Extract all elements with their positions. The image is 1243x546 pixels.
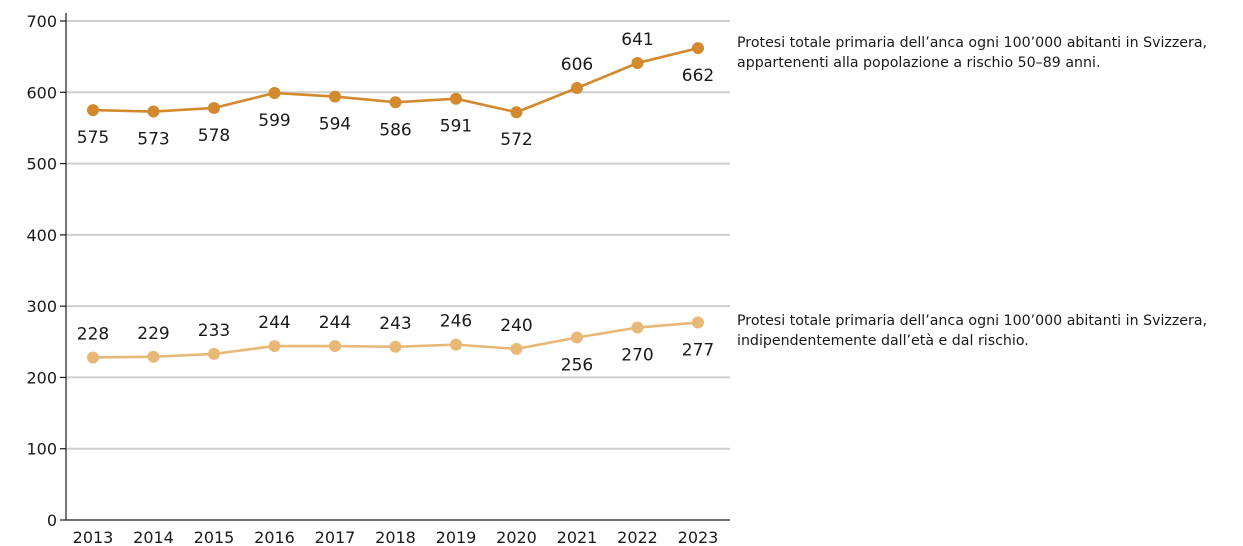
data-label: 256 — [561, 356, 593, 376]
data-label: 575 — [77, 128, 109, 148]
data-point — [268, 340, 281, 353]
data-point — [692, 316, 704, 329]
y-tick-label: 0 — [47, 511, 57, 530]
data-point — [510, 342, 523, 355]
data-point — [208, 347, 220, 360]
data-label: 270 — [621, 346, 653, 366]
data-labels: 575 573 578 599 594 586 591 572 606 641 662 228 229 2… — [77, 30, 714, 375]
data-label: 243 — [379, 314, 411, 334]
data-point — [692, 42, 704, 55]
data-point — [571, 82, 583, 95]
data-point — [329, 90, 341, 103]
x-tick-label: 2015 — [194, 528, 235, 546]
y-tick-label: 300 — [26, 297, 57, 316]
data-label: 277 — [682, 341, 714, 361]
data-point — [87, 351, 99, 364]
data-point — [87, 104, 99, 117]
axes: 0 100 200 300 400 500 600 700 2013 2014 2015 2016 20… — [26, 12, 730, 546]
x-tick-label: 2016 — [254, 528, 295, 546]
annotation-lower-series: Protesi totale primaria dell’anca ogni 1… — [737, 313, 1208, 349]
data-point — [389, 96, 402, 109]
data-label: 606 — [561, 55, 593, 75]
data-label: 246 — [440, 312, 472, 332]
data-label: 594 — [319, 115, 351, 135]
y-tick-label: 200 — [26, 368, 57, 387]
x-tick-label: 2019 — [436, 528, 477, 546]
data-label: 233 — [198, 321, 230, 341]
data-label: 228 — [77, 324, 109, 344]
data-label: 591 — [440, 117, 472, 137]
data-point — [329, 340, 341, 353]
data-point — [571, 331, 583, 344]
data-label: 578 — [198, 126, 230, 146]
x-tick-label: 2020 — [496, 528, 537, 546]
y-tick-label: 700 — [26, 12, 57, 31]
data-point — [631, 321, 644, 334]
x-tick-label: 2022 — [617, 528, 658, 546]
y-tick-label: 500 — [26, 155, 57, 174]
data-label: 599 — [258, 111, 290, 131]
data-label: 572 — [500, 130, 532, 150]
data-point — [631, 57, 644, 70]
y-tick-label: 100 — [26, 440, 57, 459]
data-point — [147, 350, 160, 363]
x-tick-label: 2014 — [133, 528, 174, 546]
grid — [66, 20, 730, 450]
data-label: 240 — [500, 316, 532, 336]
x-tick-label: 2013 — [73, 528, 114, 546]
data-point — [450, 338, 462, 351]
data-label: 244 — [258, 313, 290, 333]
x-tick-label: 2018 — [375, 528, 416, 546]
series-layer — [87, 42, 704, 364]
data-label: 586 — [379, 120, 411, 140]
x-tick-label: 2017 — [315, 528, 356, 546]
data-point — [147, 105, 160, 118]
data-label: 229 — [137, 324, 169, 344]
data-label: 244 — [319, 313, 351, 333]
y-tick-label: 400 — [26, 226, 57, 245]
x-tick-label: 2023 — [678, 528, 719, 546]
data-label: 573 — [137, 130, 169, 150]
data-point — [510, 106, 523, 119]
data-point — [268, 86, 281, 99]
data-label: 662 — [682, 66, 714, 86]
data-label: 641 — [621, 30, 653, 50]
data-point — [389, 340, 402, 353]
x-tick-label: 2021 — [557, 528, 598, 546]
data-point — [208, 101, 220, 114]
annotation-upper-series: Protesi totale primaria dell’anca ogni 1… — [737, 35, 1208, 71]
data-point — [450, 92, 462, 105]
y-tick-label: 600 — [26, 83, 57, 102]
